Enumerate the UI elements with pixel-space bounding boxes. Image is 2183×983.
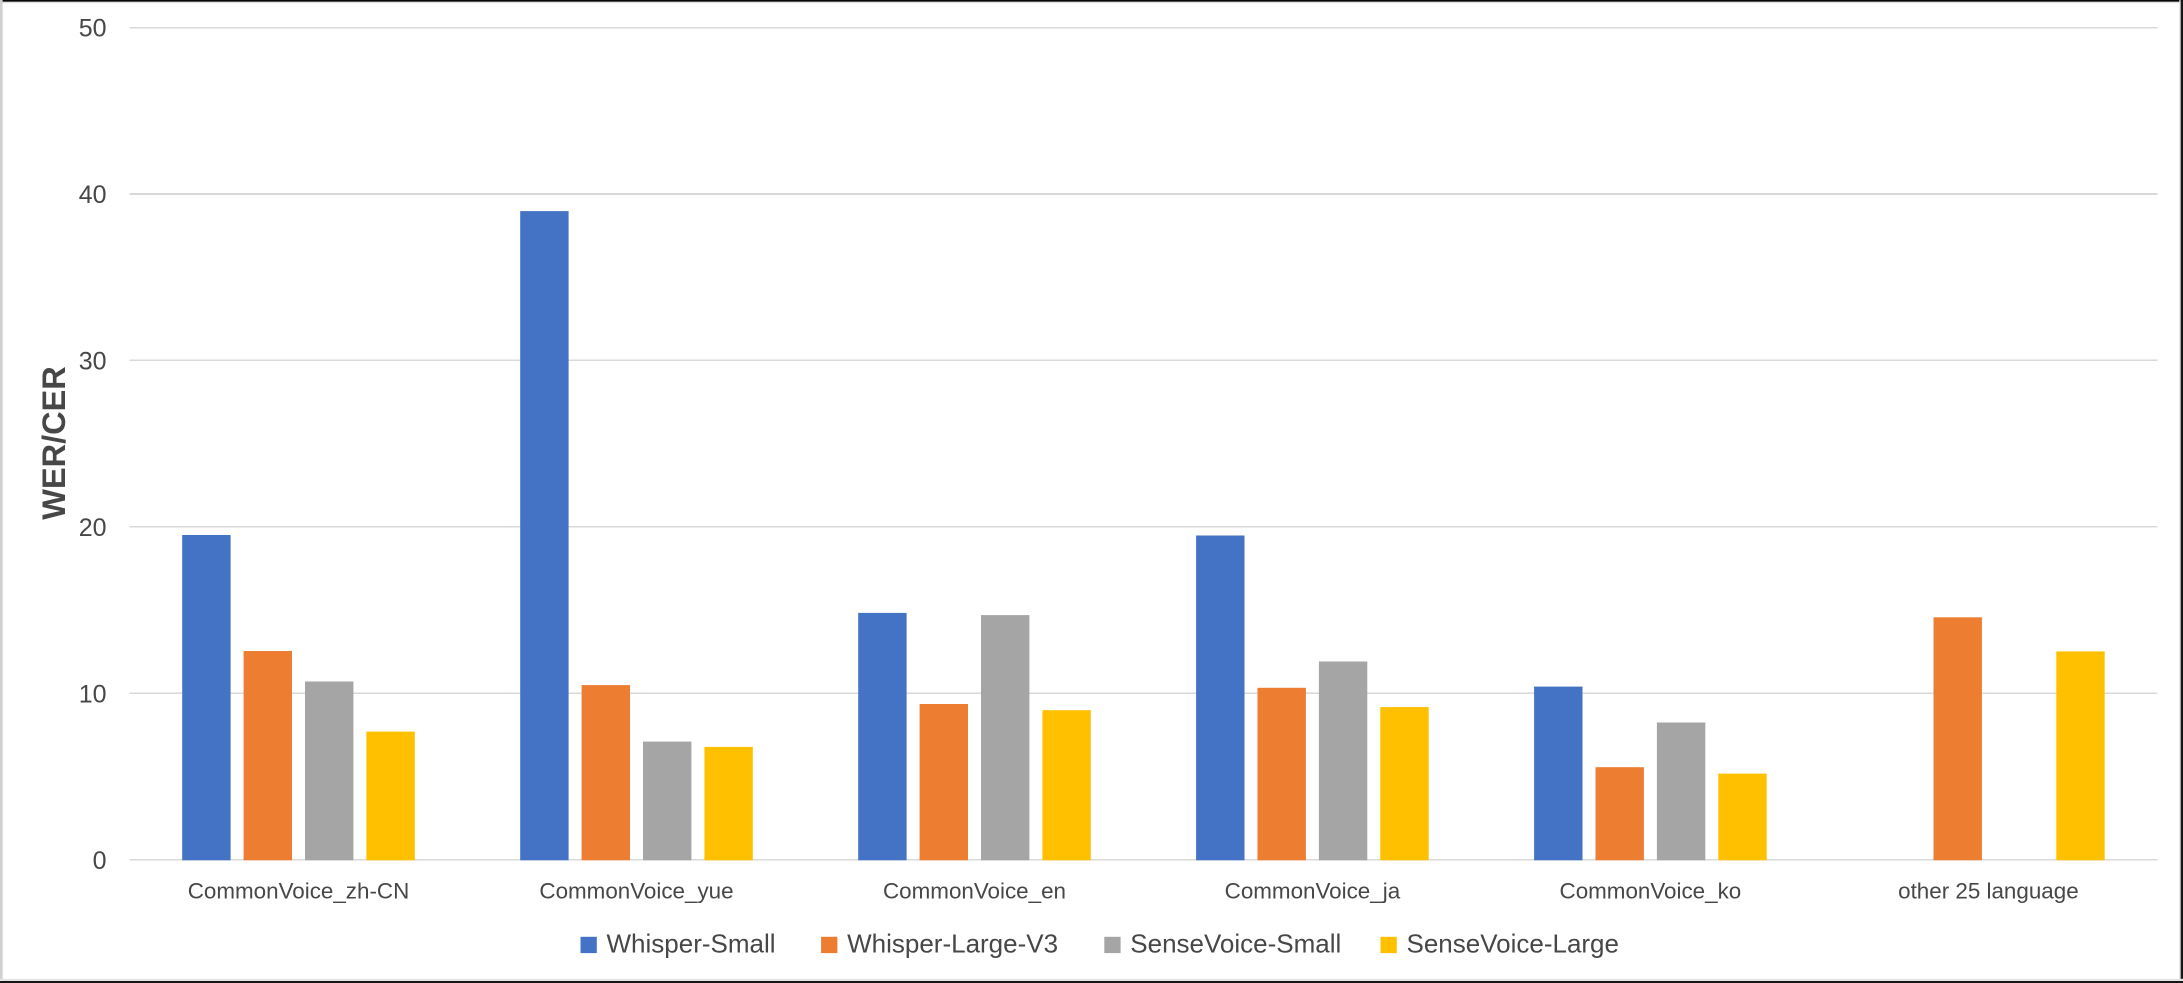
svg-text:other 25 language: other 25 language [1898,879,2079,904]
svg-text:40: 40 [79,181,107,209]
svg-text:SenseVoice-Large: SenseVoice-Large [1407,929,1619,959]
svg-text:WER/CER: WER/CER [36,366,72,519]
svg-text:CommonVoice_en: CommonVoice_en [883,879,1066,904]
svg-text:0: 0 [93,847,107,875]
svg-text:CommonVoice_ja: CommonVoice_ja [1225,879,1401,904]
svg-text:CommonVoice_ko: CommonVoice_ko [1560,879,1742,904]
svg-text:10: 10 [79,680,107,708]
svg-text:SenseVoice-Small: SenseVoice-Small [1130,929,1341,959]
svg-text:Whisper-Small: Whisper-Small [607,929,776,959]
svg-text:Whisper-Large-V3: Whisper-Large-V3 [847,929,1058,959]
svg-text:CommonVoice_zh-CN: CommonVoice_zh-CN [188,879,410,904]
svg-text:CommonVoice_yue: CommonVoice_yue [539,879,733,904]
svg-text:20: 20 [79,514,107,542]
svg-text:50: 50 [79,15,107,43]
svg-text:30: 30 [79,348,107,376]
